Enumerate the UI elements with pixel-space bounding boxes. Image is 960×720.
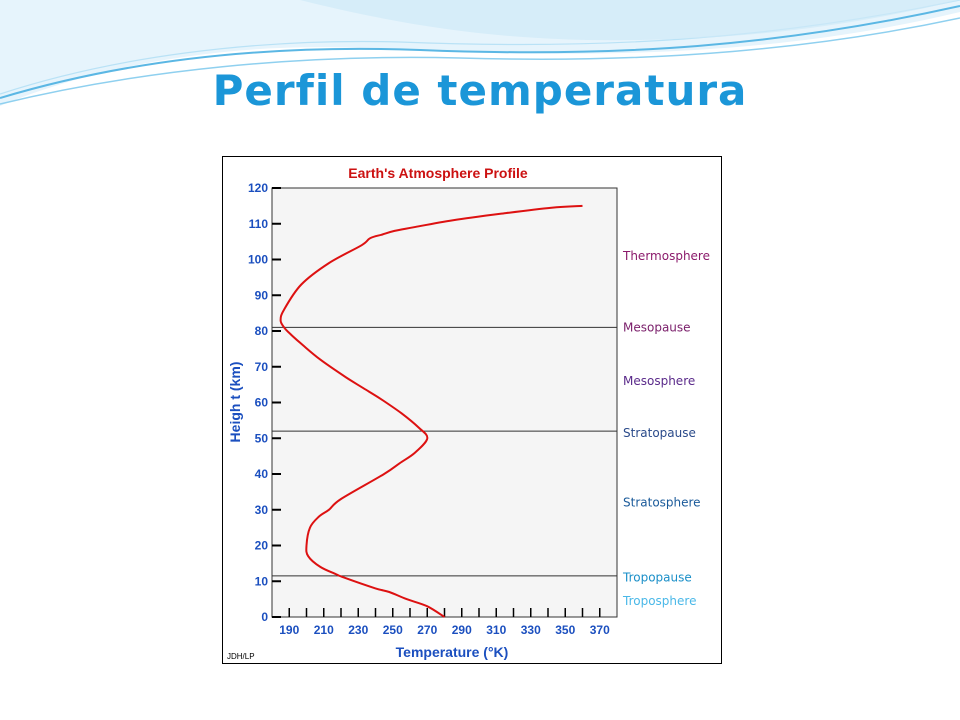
layer-label-thermosphere: Thermosphere <box>622 249 710 263</box>
y-axis-label: Heigh t (km) <box>227 362 243 443</box>
plot-area <box>271 187 618 618</box>
layer-label-tropopause: Tropopause <box>622 571 692 585</box>
y-tick-label: 120 <box>248 181 268 195</box>
x-tick-label: 310 <box>486 623 506 637</box>
x-tick-label: 230 <box>348 623 368 637</box>
y-tick-label: 80 <box>255 324 269 338</box>
x-tick-label: 370 <box>590 623 610 637</box>
y-tick-label: 70 <box>255 360 269 374</box>
x-axis-label: Temperature (°K) <box>396 644 509 660</box>
chart-credit: JDH/LP <box>227 652 255 661</box>
x-tick-label: 330 <box>521 623 541 637</box>
y-tick-label: 20 <box>255 539 269 553</box>
layer-label-mesosphere: Mesosphere <box>623 374 695 388</box>
layer-label-stratosphere: Stratosphere <box>623 496 701 510</box>
x-tick-label: 350 <box>555 623 575 637</box>
slide-title: Perfil de temperatura <box>212 66 748 115</box>
y-tick-label: 50 <box>255 431 269 445</box>
atmosphere-profile-figure: Earth's Atmosphere Profile Temperature (… <box>222 156 722 664</box>
temperature-curve <box>279 204 583 618</box>
layer-label-stratopause: Stratopause <box>623 426 696 440</box>
chart-title: Earth's Atmosphere Profile <box>348 165 528 181</box>
x-tick-label: 270 <box>417 623 437 637</box>
y-tick-label: 100 <box>248 253 268 267</box>
layer-labels: Thermosphere Mesopause Mesosphere Stratopau… <box>622 249 710 608</box>
y-tick-label: 10 <box>255 574 269 588</box>
atmosphere-profile-chart: Earth's Atmosphere Profile Temperature (… <box>227 165 710 661</box>
y-axis-ticks: 0 10 20 30 40 50 60 70 80 90 100 110 120 <box>248 181 281 624</box>
y-tick-label: 110 <box>249 217 269 231</box>
y-tick-label: 90 <box>255 288 269 302</box>
x-axis-ticks: 190 210 230 250 270 290 310 330 350 370 <box>279 608 610 637</box>
x-tick-label: 250 <box>383 623 403 637</box>
x-tick-label: 190 <box>279 623 299 637</box>
x-tick-label: 290 <box>452 623 472 637</box>
layer-boundaries <box>272 326 617 577</box>
y-tick-label: 30 <box>255 503 269 517</box>
header-wave-decoration <box>0 0 960 106</box>
y-tick-label: 0 <box>261 610 268 624</box>
y-tick-label: 40 <box>255 467 269 481</box>
layer-label-troposphere: Troposphere <box>622 594 696 608</box>
layer-label-mesopause: Mesopause <box>623 320 691 334</box>
x-tick-label: 210 <box>314 623 334 637</box>
y-tick-label: 60 <box>255 396 269 410</box>
